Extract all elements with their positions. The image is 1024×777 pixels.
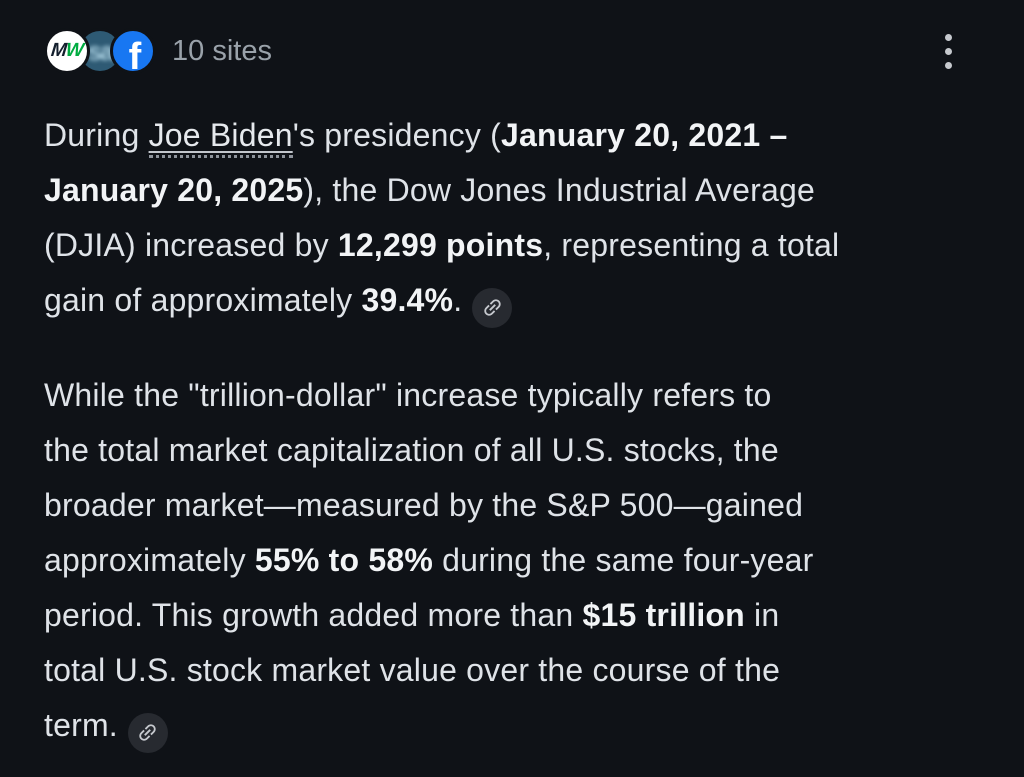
answer-paragraph: While the "trillion-dollar" increase typ…: [44, 368, 984, 753]
bold-text: 39.4%: [361, 282, 454, 318]
body-text: , representing a total: [543, 227, 840, 263]
body-text: during the same four-year: [432, 542, 814, 578]
link-icon: [139, 724, 157, 741]
body-text: term.: [44, 707, 118, 743]
body-text: ), the Dow Jones Industrial Average: [303, 172, 815, 208]
citation-link-button[interactable]: [472, 287, 513, 328]
body-text: total U.S. stock market value over the c…: [44, 652, 781, 688]
body-text: approximately: [44, 542, 255, 578]
facebook-letter: f: [128, 36, 142, 74]
bold-text: 55% to 58%: [254, 542, 433, 578]
bold-text: 12,299 points: [337, 227, 544, 263]
kebab-dot: [944, 62, 952, 69]
answer-body: During Joe Biden's presidency (January 2…: [0, 108, 1024, 753]
body-text: During: [44, 117, 149, 153]
sources-header: MW sa f 10 sites: [0, 0, 1024, 74]
seekingalpha-letters: sa: [87, 35, 115, 66]
entity-link[interactable]: Joe Biden: [148, 117, 293, 158]
bold-text: $15 trillion: [582, 597, 745, 633]
source-favicons[interactable]: MW sa f: [44, 28, 156, 74]
facebook-favicon: f: [110, 28, 156, 74]
body-text: gain of approximately: [44, 282, 362, 318]
marketwatch-letter-w: W: [64, 40, 85, 61]
citation-link-button[interactable]: [127, 712, 168, 753]
more-options-button[interactable]: [936, 32, 960, 71]
body-text: period. This growth added more than: [44, 597, 583, 633]
kebab-dot: [944, 48, 952, 55]
body-text: broader market—measured by the S&P 500—g…: [44, 487, 804, 523]
link-icon: [484, 299, 501, 316]
body-text: the total market capitalization of all U…: [44, 432, 779, 468]
body-text: in: [744, 597, 780, 633]
answer-paragraph: During Joe Biden's presidency (January 2…: [44, 108, 984, 328]
body-text: 's presidency (: [292, 117, 501, 153]
sites-count-label[interactable]: 10 sites: [172, 34, 272, 67]
body-text: While the "trillion-dollar" increase typ…: [44, 377, 772, 413]
kebab-dot: [944, 34, 952, 41]
bold-text: January 20, 2021 –: [501, 117, 788, 153]
bold-text: January 20, 2025: [44, 172, 304, 208]
body-text: .: [453, 282, 463, 318]
body-text: (DJIA) increased by: [44, 227, 338, 263]
marketwatch-favicon: MW: [44, 28, 90, 74]
